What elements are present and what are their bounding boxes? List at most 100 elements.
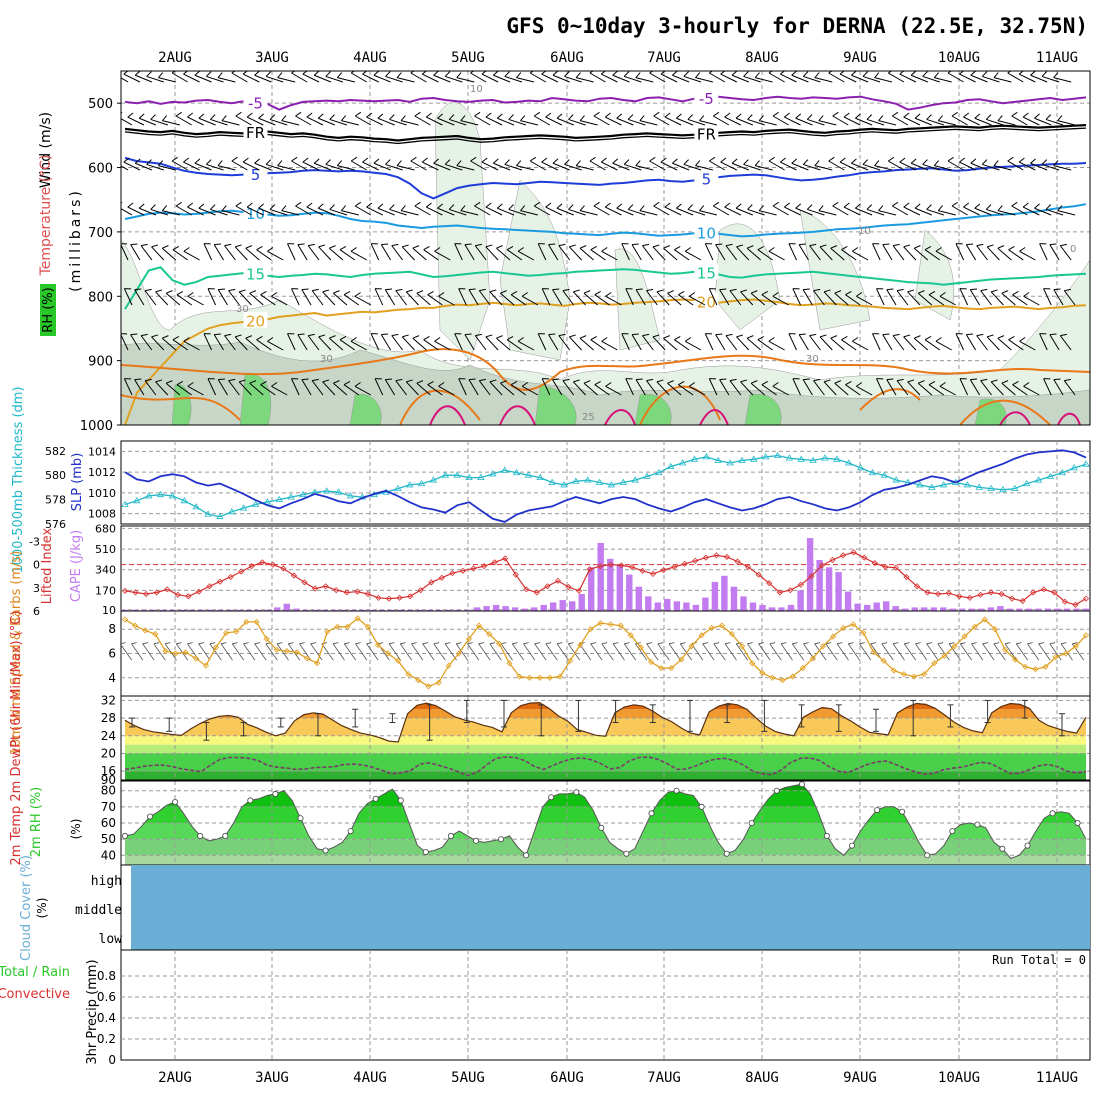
wind-barb-staff (759, 120, 777, 126)
lifted-index-point (449, 570, 456, 577)
wind-barb-flag (575, 72, 581, 78)
lifted-index-point (174, 591, 181, 598)
wind-barb-flag (1008, 336, 1015, 341)
wind-barb-staff (385, 75, 403, 83)
wind-barb-staff (568, 246, 582, 261)
wind-barb (317, 113, 336, 126)
wind-barb-staff (823, 291, 837, 306)
wind-barb (935, 337, 952, 351)
wind-barb (839, 157, 857, 171)
surface-wind-barb-flag (904, 642, 910, 645)
thickness-point (619, 478, 628, 485)
wind-barb-flag (322, 289, 330, 293)
wind-barb-flag (187, 202, 194, 208)
wind-barb-flag (963, 112, 970, 118)
thickness-point (607, 481, 616, 488)
contour-label-bg (694, 89, 719, 106)
wind-barb-staff (653, 205, 670, 216)
wind-barb (187, 292, 204, 306)
wind-barb-flag (385, 159, 391, 165)
wind-barb-flag (993, 160, 999, 166)
wind-barb-staff (328, 247, 344, 261)
surface-wind-barb-staff (590, 643, 603, 661)
wind-barb (138, 203, 157, 216)
wind-barb (246, 202, 264, 216)
wind-speed-point (486, 631, 493, 638)
wind-barb-flag (806, 114, 813, 120)
rh-point (698, 803, 705, 810)
wind-barb-flag (664, 112, 671, 118)
wind-barb (933, 72, 952, 83)
wind-barb (172, 246, 188, 261)
wind-barb (656, 289, 670, 306)
wind-barb-flag (892, 333, 900, 337)
lifted-index-point (576, 587, 583, 594)
wind-barb-staff (980, 380, 992, 396)
surface-wind-barb (332, 642, 345, 661)
wind-barb (708, 378, 718, 396)
surface-wind-barb (1027, 642, 1040, 661)
wind-speed-point (718, 622, 725, 629)
wind-barb-staff (134, 379, 145, 396)
wind-barb-staff (830, 247, 845, 261)
wind-barb-staff (795, 117, 813, 126)
wind-barb-flag (313, 158, 320, 164)
wind-barb-staff (892, 245, 905, 261)
wind-barb-flag (295, 201, 302, 207)
wind-barb-flag (725, 243, 733, 247)
wind-barb-flag (780, 157, 786, 163)
wind-barb-staff (245, 337, 260, 351)
wind-barb (235, 111, 252, 126)
wind-barb (855, 203, 873, 216)
wind-barb-flag (516, 72, 522, 78)
wind-barb-staff (997, 210, 1016, 216)
wind-barb-staff (572, 381, 586, 396)
wind-barb-staff (986, 208, 1004, 216)
wind-barb-flag (743, 159, 749, 165)
cape-bar (835, 572, 842, 611)
surface-wind-barb (175, 642, 189, 661)
wind-barb-staff (1011, 115, 1028, 126)
wind-barb (481, 157, 499, 171)
wind-barb-staff (713, 205, 730, 216)
wind-barb (594, 381, 610, 396)
wind-barb-flag (375, 288, 382, 290)
thickness-point (1082, 460, 1090, 467)
wind-barb (533, 111, 551, 126)
wind-barb-staff (601, 73, 618, 83)
surface-wind-barb-staff (836, 643, 849, 661)
thickness-point (406, 481, 414, 488)
thickness-point (714, 456, 722, 463)
wind-barb-staff (888, 160, 905, 171)
thickness-point (512, 468, 521, 476)
cape-bar (978, 608, 985, 611)
wind-barb (937, 205, 956, 216)
wind-barb-staff (504, 75, 523, 83)
wind-barb (258, 203, 276, 216)
wind-barb-staff (839, 161, 857, 171)
wind-barb-flag (872, 243, 880, 245)
wind-speed-point (293, 649, 301, 656)
surface-wind-barb-flag (680, 642, 686, 645)
wind-barb (699, 115, 718, 126)
surface-wind-barb-flag (243, 642, 249, 645)
wind-barb (134, 288, 145, 306)
thickness-point (667, 462, 675, 470)
cape-bar (293, 608, 300, 611)
wind-barb (866, 204, 885, 216)
wind-barb-staff (481, 161, 499, 171)
wind-barb (301, 378, 312, 396)
temp-panel-frame (120, 695, 1091, 781)
wind-barb-staff (306, 116, 324, 126)
surface-wind-barb-staff (612, 643, 625, 661)
wind-barb (986, 334, 1000, 351)
wind-barb-staff (213, 334, 224, 351)
wind-barb (914, 203, 932, 216)
rh-point (999, 845, 1006, 852)
wind-barb-staff (1049, 334, 1060, 351)
wind-barb (224, 243, 236, 261)
wind-barb-staff (731, 162, 749, 171)
wind-barb (373, 71, 391, 83)
wind-barb-staff (747, 208, 765, 216)
wind-barb-staff (384, 289, 396, 306)
